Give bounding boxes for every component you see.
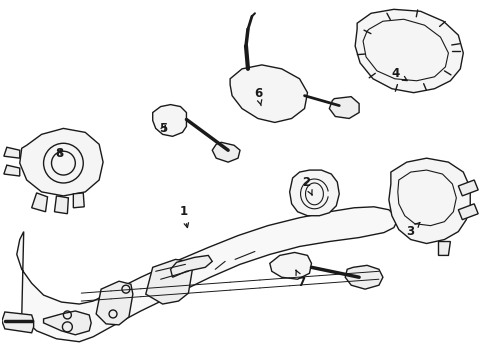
Polygon shape [289, 170, 339, 216]
Polygon shape [145, 260, 192, 304]
Polygon shape [388, 158, 469, 243]
Text: 1: 1 [179, 205, 188, 228]
Polygon shape [457, 180, 477, 196]
Polygon shape [438, 242, 449, 255]
Text: 4: 4 [391, 67, 407, 81]
Polygon shape [43, 311, 91, 335]
Polygon shape [152, 105, 186, 136]
Polygon shape [345, 265, 382, 289]
Polygon shape [4, 165, 20, 176]
Polygon shape [2, 312, 34, 333]
Polygon shape [212, 142, 240, 162]
Text: 5: 5 [159, 122, 167, 135]
Text: 2: 2 [302, 176, 311, 195]
Polygon shape [54, 196, 68, 214]
Polygon shape [73, 193, 84, 208]
Text: 7: 7 [295, 270, 305, 289]
Polygon shape [354, 9, 462, 93]
Text: 8: 8 [55, 147, 63, 160]
Polygon shape [17, 207, 396, 342]
Polygon shape [457, 204, 477, 220]
Polygon shape [4, 147, 20, 158]
Polygon shape [170, 255, 212, 277]
Polygon shape [230, 65, 307, 122]
Polygon shape [96, 281, 133, 325]
Polygon shape [20, 129, 103, 196]
Text: 6: 6 [253, 87, 262, 105]
Polygon shape [32, 193, 47, 212]
Polygon shape [328, 96, 358, 118]
Text: 3: 3 [406, 222, 419, 238]
Polygon shape [269, 252, 311, 279]
